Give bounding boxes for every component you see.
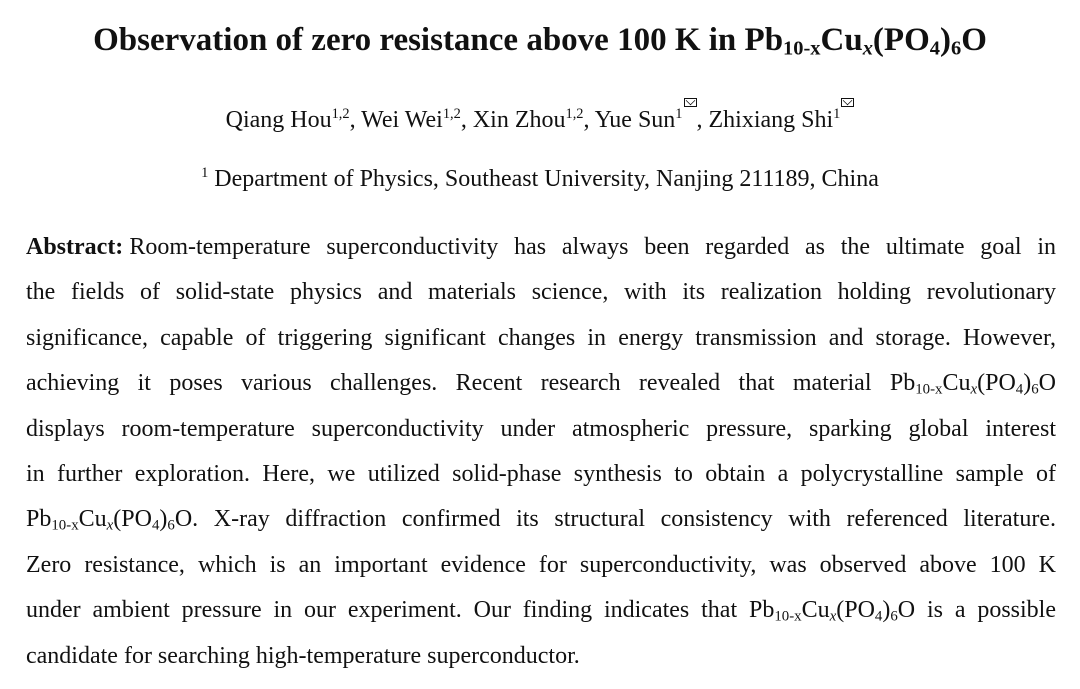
- author: Zhixiang Shi1: [708, 98, 855, 134]
- abstract: Abstract: Room-temperature superconductiv…: [26, 225, 1056, 679]
- title-formula: Pb10-xCux(PO4)6O: [744, 22, 987, 60]
- abstract-text: achieving it poses various challenges. R…: [26, 370, 890, 397]
- formula-part: O: [1038, 370, 1056, 397]
- affiliation: 1 Department of Physics, Southeast Univer…: [0, 162, 1080, 196]
- formula-part: 4: [1015, 381, 1024, 398]
- abstract-text: . X-ray diffraction confirmed its struct…: [192, 506, 1056, 533]
- formula-part: Cu: [78, 506, 107, 533]
- formula-part: 10-x: [774, 608, 802, 625]
- author-affiliation-marker: 1,2: [331, 106, 350, 123]
- formula-part: (PO: [113, 506, 152, 533]
- abstract-line: Zero resistance, which is an important e…: [26, 551, 1056, 578]
- affiliation-text: Department of Physics, Southeast Univers…: [214, 166, 879, 192]
- title-text: Observation of zero resistance above 100…: [93, 22, 745, 58]
- abstract-line: in further exploration. Here, we utilize…: [26, 460, 1056, 487]
- author-list: Qiang Hou1,2, Wei Wei1,2, Xin Zhou1,2, Y…: [0, 98, 1080, 137]
- formula-part: (PO: [977, 370, 1016, 397]
- formula-part: x: [106, 517, 114, 534]
- formula-part: 4: [151, 517, 160, 534]
- author-separator: ,: [696, 107, 709, 134]
- author-name: Yue Sun: [594, 107, 676, 134]
- author: Xin Zhou1,2,: [473, 107, 595, 133]
- abstract-text: under ambient pressure in our experiment…: [26, 597, 749, 624]
- abstract-formula: Pb10-xCux(PO4)6O: [748, 597, 916, 625]
- abstract-line: Pb10-xCux(PO4)6O. X-ray diffraction conf…: [26, 497, 1056, 542]
- author-name: Wei Wei: [361, 107, 443, 134]
- author: Yue Sun1,: [594, 98, 709, 134]
- formula-part: Pb: [748, 597, 775, 624]
- mail-icon: [841, 98, 855, 107]
- abstract-line: under ambient pressure in our experiment…: [26, 588, 1056, 633]
- author-affiliation-marker: 1,2: [565, 106, 584, 123]
- abstract-text: Room-temperature superconductivity has a…: [129, 234, 1056, 260]
- author-separator: ,: [583, 107, 595, 134]
- formula-part: x: [862, 37, 873, 60]
- abstract-line: candidate for searching high-temperature…: [26, 642, 580, 669]
- formula-part: x: [970, 381, 978, 398]
- formula-part: Cu: [820, 22, 863, 58]
- formula-part: Pb: [889, 370, 916, 397]
- formula-part: Cu: [942, 370, 971, 397]
- formula-part: (PO: [872, 22, 930, 58]
- abstract-label: Abstract:: [26, 234, 124, 260]
- formula-part: 10-x: [783, 37, 821, 60]
- formula-part: 6: [167, 517, 175, 534]
- formula-part: 6: [1031, 381, 1039, 398]
- formula-part: 4: [874, 608, 883, 625]
- author-separator: ,: [349, 107, 362, 134]
- author: Wei Wei1,2,: [361, 107, 473, 133]
- formula-part: O: [174, 506, 193, 533]
- formula-part: O: [897, 597, 916, 624]
- formula-part: Cu: [801, 597, 830, 624]
- formula-part: 10-x: [915, 381, 943, 398]
- formula-part: 6: [890, 608, 898, 625]
- abstract-text: is a possible: [915, 597, 1056, 624]
- author-separator: ,: [460, 107, 473, 134]
- author-name: Xin Zhou: [472, 107, 566, 134]
- abstract-formula: Pb10-xCux(PO4)6O: [889, 370, 1056, 398]
- abstract-line: achieving it poses various challenges. R…: [26, 361, 1056, 406]
- abstract-line: displays room-temperature superconductiv…: [26, 415, 1056, 442]
- author-affiliation-marker: 1: [833, 106, 841, 123]
- formula-part: Pb: [744, 22, 784, 58]
- abstract-line: significance, capable of triggering sign…: [26, 324, 1056, 351]
- author-affiliation-marker: 1: [675, 106, 683, 123]
- author: Qiang Hou1,2,: [226, 107, 362, 133]
- formula-part: ): [159, 506, 168, 533]
- formula-part: ): [882, 597, 891, 624]
- formula-part: (PO: [836, 597, 875, 624]
- formula-part: 6: [950, 37, 962, 60]
- author-name: Zhixiang Shi: [708, 107, 834, 134]
- author-name: Qiang Hou: [225, 107, 332, 134]
- author-affiliation-marker: 1,2: [442, 106, 461, 123]
- formula-part: Pb: [26, 506, 52, 533]
- formula-part: x: [829, 608, 837, 625]
- abstract-line: the fields of solid-state physics and ma…: [26, 279, 1056, 306]
- paper-title: Observation of zero resistance above 100…: [0, 16, 1080, 64]
- formula-part: O: [961, 22, 987, 58]
- abstract-line: Abstract: Room-temperature superconductiv…: [26, 225, 1056, 270]
- affiliation-marker: 1: [201, 165, 209, 182]
- formula-part: 4: [929, 37, 940, 60]
- formula-part: ): [939, 22, 951, 58]
- mail-icon: [683, 98, 697, 107]
- formula-part: ): [1023, 370, 1032, 397]
- abstract-formula: Pb10-xCux(PO4)6O: [26, 506, 193, 534]
- formula-part: 10-x: [51, 517, 79, 534]
